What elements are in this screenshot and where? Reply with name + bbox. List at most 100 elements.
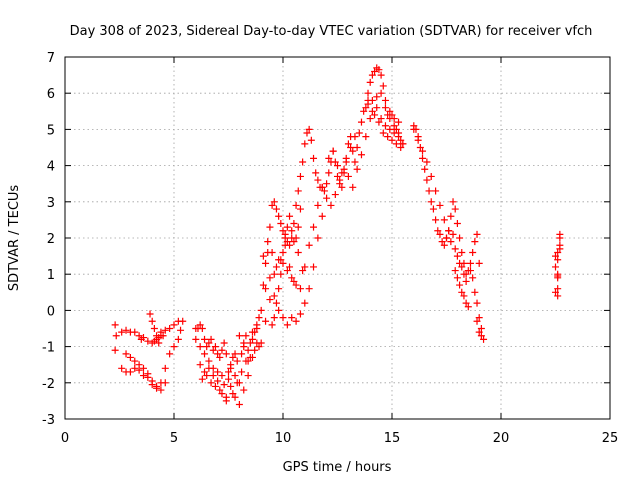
data-point: [235, 332, 243, 340]
data-point: [338, 183, 346, 191]
data-point: [246, 339, 254, 347]
data-point: [318, 183, 326, 191]
data-point: [305, 285, 313, 293]
data-point: [314, 201, 322, 209]
data-point: [161, 364, 169, 372]
data-point: [351, 133, 359, 141]
data-point: [201, 368, 209, 376]
data-point: [471, 238, 479, 246]
data-point: [244, 372, 252, 380]
data-point: [325, 154, 333, 162]
data-point: [198, 375, 206, 383]
y-tick-label: 5: [47, 123, 55, 138]
data-point: [288, 227, 296, 235]
data-point: [375, 118, 383, 126]
y-tick-label: -2: [42, 377, 55, 392]
data-point: [279, 259, 287, 267]
data-point: [240, 386, 248, 394]
data-point: [447, 238, 455, 246]
data-point: [552, 252, 559, 260]
data-point: [131, 357, 139, 365]
data-point: [453, 274, 461, 282]
data-point: [458, 248, 466, 256]
data-point: [419, 147, 427, 155]
data-point: [244, 346, 252, 354]
data-point: [334, 172, 341, 180]
data-point: [279, 248, 287, 256]
data-point: [480, 335, 488, 343]
data-point: [229, 390, 237, 398]
data-point: [460, 270, 468, 278]
data-point: [458, 288, 466, 296]
data-point: [288, 274, 296, 282]
data-point: [466, 259, 474, 267]
data-point: [469, 274, 477, 282]
data-point: [227, 364, 235, 372]
data-point: [477, 332, 485, 340]
data-point: [150, 325, 158, 332]
data-point: [214, 377, 222, 385]
data-point: [453, 252, 461, 260]
data-point: [222, 393, 230, 401]
data-point: [390, 122, 398, 130]
data-point: [231, 350, 239, 358]
data-point: [272, 299, 280, 307]
data-point: [272, 263, 280, 271]
data-point: [397, 144, 405, 151]
data-point: [218, 346, 226, 354]
data-point: [466, 267, 474, 275]
data-point: [270, 198, 278, 206]
data-point: [286, 212, 294, 220]
data-point: [209, 364, 217, 372]
data-point: [268, 201, 276, 209]
data-point: [386, 107, 394, 115]
data-point: [246, 353, 254, 361]
data-point: [349, 147, 357, 155]
data-point: [388, 136, 396, 144]
data-point: [248, 335, 256, 343]
data-point: [198, 325, 206, 332]
data-point: [421, 165, 429, 173]
data-point: [371, 111, 379, 119]
data-point: [155, 339, 163, 347]
data-point: [423, 158, 431, 166]
data-point: [144, 373, 152, 381]
data-point: [277, 270, 285, 278]
y-tick-label: -3: [42, 413, 55, 428]
data-point: [170, 343, 178, 351]
data-point: [331, 191, 339, 199]
data-point: [225, 375, 232, 383]
data-point: [111, 321, 119, 329]
data-point: [554, 292, 562, 300]
data-point: [296, 310, 304, 318]
data-point: [307, 136, 315, 144]
data-point: [146, 310, 154, 318]
data-point: [211, 382, 219, 390]
x-tick-label: 10: [275, 431, 292, 446]
data-point: [395, 118, 403, 126]
data-point: [272, 205, 280, 213]
data-point: [351, 158, 359, 166]
x-tick-label: 0: [61, 431, 69, 446]
data-point: [251, 346, 259, 354]
data-point: [462, 299, 470, 307]
data-point: [233, 357, 241, 365]
data-point: [277, 220, 285, 228]
data-point: [552, 288, 559, 296]
data-point: [423, 176, 431, 184]
data-point: [414, 136, 422, 144]
data-point: [473, 299, 481, 307]
data-point: [203, 372, 211, 380]
data-point: [135, 332, 143, 340]
data-point: [384, 133, 392, 141]
data-point: [377, 89, 385, 97]
data-point: [266, 296, 274, 304]
data-point: [386, 125, 394, 133]
data-point: [290, 220, 298, 228]
data-point: [329, 147, 337, 155]
data-point: [360, 107, 368, 115]
data-point: [554, 272, 562, 280]
data-point: [377, 115, 385, 123]
data-point: [231, 393, 239, 401]
